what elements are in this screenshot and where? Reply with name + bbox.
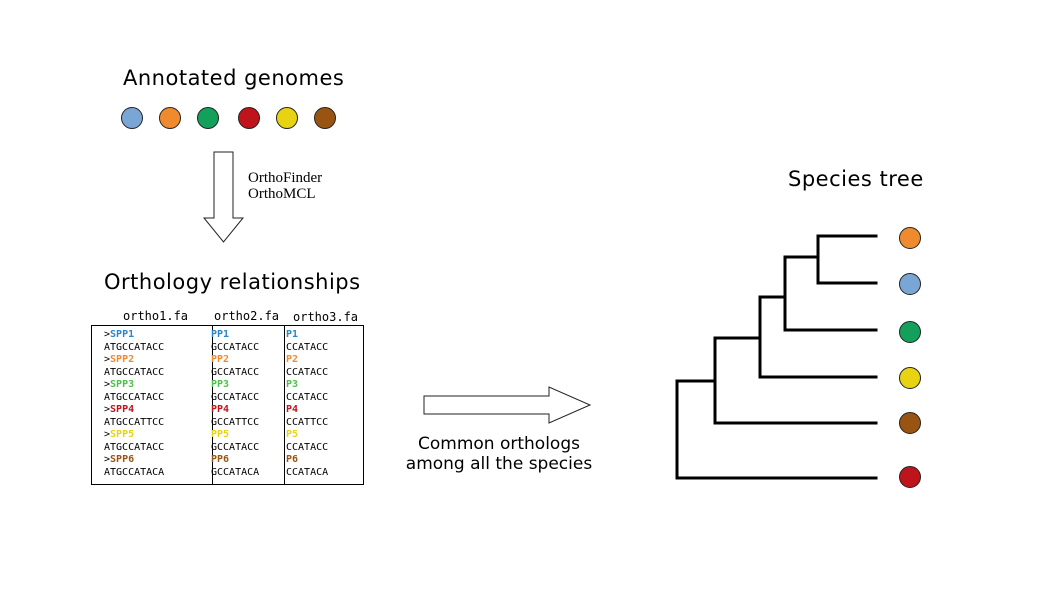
sequence-text: GCCATACC xyxy=(211,341,260,353)
sequence-text: ATGCCATACC xyxy=(104,441,165,453)
sequence-text: CCATACC xyxy=(286,366,329,378)
sequence-text: ATGCCATACA xyxy=(104,466,165,478)
sequence-header: PP1 xyxy=(211,329,259,342)
sequence-id: PP2 xyxy=(211,354,230,365)
sequence-text: ATGCCATACC xyxy=(104,391,165,403)
genome-dot xyxy=(238,107,260,129)
sequence-header: PP4 xyxy=(211,404,259,417)
fasta-marker: > xyxy=(104,379,111,390)
species-tree-branches xyxy=(675,234,878,480)
sequence-header: >SPP4 xyxy=(104,404,164,417)
sequence-header: P6 xyxy=(286,454,328,467)
sequence-header: >SPP1 xyxy=(104,329,164,342)
sequence-id: P5 xyxy=(286,429,299,440)
sequence-text: CCATACC xyxy=(286,441,329,453)
sequence-text: CCATACC xyxy=(286,391,329,403)
ortho3-column: P1 CCATACC P2 CCATACC P3 CCATACC P4 CCATTCC P5 CC… xyxy=(286,329,328,479)
sequence-header: >SPP3 xyxy=(104,379,164,392)
right-arrow xyxy=(423,386,592,424)
sequence-id: P6 xyxy=(286,454,299,465)
fasta-marker: > xyxy=(104,354,111,365)
sequence-text: GCCATACA xyxy=(211,466,260,478)
fasta-marker: > xyxy=(104,404,111,415)
column-divider xyxy=(212,326,213,484)
species-leaf-dot xyxy=(899,412,921,434)
sequence-id: PP6 xyxy=(211,454,230,465)
species-leaf-dot xyxy=(899,367,921,389)
ortho1-column: >SPP1 ATGCCATACC >SPP2 ATGCCATACC >SPP3 ATGCC… xyxy=(104,329,164,479)
sequence-text: ATGCCATACC xyxy=(104,341,165,353)
species-leaf-dot xyxy=(899,321,921,343)
fasta-marker: > xyxy=(104,329,111,340)
caption-line-1: Common orthologs xyxy=(418,434,580,454)
sequence-text: GCCATTCC xyxy=(211,416,260,428)
genome-dot xyxy=(159,107,181,129)
species-leaf-dot xyxy=(899,227,921,249)
genome-dot xyxy=(314,107,336,129)
sequence-header: P3 xyxy=(286,379,328,392)
sequence-header: >SPP6 xyxy=(104,454,164,467)
sequence-header: P5 xyxy=(286,429,328,442)
species-tree-title: Species tree xyxy=(788,167,924,191)
sequence-text: CCATTCC xyxy=(286,416,329,428)
down-arrow xyxy=(202,151,245,243)
sequence-header: P2 xyxy=(286,354,328,367)
sequence-text: GCCATACC xyxy=(211,366,260,378)
file-name-3: ortho3.fa xyxy=(293,310,359,324)
sequence-header: >SPP5 xyxy=(104,429,164,442)
sequence-header: >SPP2 xyxy=(104,354,164,367)
file-name-2: ortho2.fa xyxy=(214,309,280,323)
method-label-orthofinder: OrthoFinder xyxy=(248,170,323,186)
ortho2-column: PP1 GCCATACC PP2 GCCATACC PP3 GCCATACC PP4 GCCA… xyxy=(211,329,259,479)
sequence-id: SPP2 xyxy=(110,354,135,365)
column-divider xyxy=(284,326,285,484)
sequence-text: ATGCCATACC xyxy=(104,366,165,378)
genome-dot xyxy=(197,107,219,129)
sequence-header: PP3 xyxy=(211,379,259,392)
sequence-header: P4 xyxy=(286,404,328,417)
sequence-text: GCCATACC xyxy=(211,391,260,403)
ortholog-sequences-table: >SPP1 ATGCCATACC >SPP2 ATGCCATACC >SPP3 ATGCC… xyxy=(91,325,364,485)
sequence-header: P1 xyxy=(286,329,328,342)
sequence-id: P2 xyxy=(286,354,299,365)
sequence-text: CCATACC xyxy=(286,341,329,353)
species-leaf-dot xyxy=(899,273,921,295)
caption-line-2: among all the species xyxy=(405,454,593,474)
sequence-id: SPP3 xyxy=(110,379,135,390)
file-name-1: ortho1.fa xyxy=(123,309,189,323)
sequence-text: CCATACA xyxy=(286,466,329,478)
sequence-id: P1 xyxy=(286,329,299,340)
sequence-id: SPP6 xyxy=(110,454,135,465)
sequence-header: PP6 xyxy=(211,454,259,467)
species-leaf-dot xyxy=(899,466,921,488)
sequence-id: PP1 xyxy=(211,329,230,340)
sequence-id: PP5 xyxy=(211,429,230,440)
genome-dot xyxy=(276,107,298,129)
sequence-id: SPP5 xyxy=(110,429,135,440)
fasta-marker: > xyxy=(104,454,111,465)
method-label-orthomcl: OrthoMCL xyxy=(248,186,316,202)
sequence-id: PP3 xyxy=(211,379,230,390)
sequence-text: GCCATACC xyxy=(211,441,260,453)
common-orthologs-caption: Common orthologs among all the species xyxy=(388,434,610,474)
annotated-genomes-title: Annotated genomes xyxy=(123,66,345,90)
sequence-header: PP5 xyxy=(211,429,259,442)
genome-dot xyxy=(121,107,143,129)
sequence-id: SPP4 xyxy=(110,404,135,415)
sequence-id: PP4 xyxy=(211,404,230,415)
orthology-title: Orthology relationships xyxy=(104,270,361,294)
sequence-text: ATGCCATTCC xyxy=(104,416,165,428)
sequence-id: P3 xyxy=(286,379,299,390)
sequence-id: P4 xyxy=(286,404,299,415)
fasta-marker: > xyxy=(104,429,111,440)
sequence-id: SPP1 xyxy=(110,329,135,340)
sequence-header: PP2 xyxy=(211,354,259,367)
